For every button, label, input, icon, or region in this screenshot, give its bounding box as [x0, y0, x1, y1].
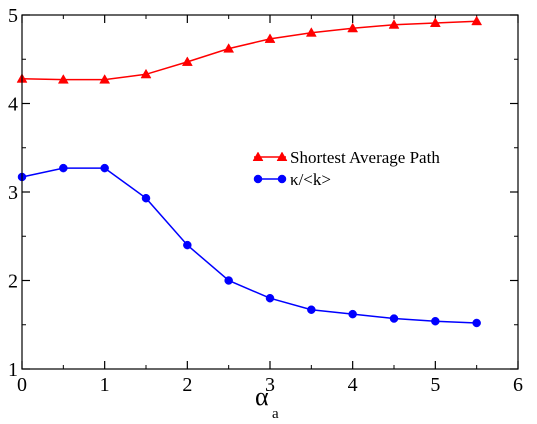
data-point [348, 309, 357, 319]
data-point [181, 56, 193, 66]
x-tick-label: 0 [17, 374, 27, 396]
plot-frame [21, 14, 519, 370]
x-tick-label: 1 [100, 374, 110, 396]
x-tick-label: 3 [265, 374, 275, 396]
data-point [59, 163, 68, 173]
legend-marker [253, 174, 263, 184]
y-tick-label: 4 [8, 94, 18, 116]
data-point [183, 240, 192, 250]
data-point [431, 316, 440, 326]
x-axis-label: α a [255, 382, 279, 422]
y-tick-label: 1 [8, 359, 18, 381]
legend-label: κ/<k> [290, 170, 331, 189]
y-tick-label: 2 [8, 271, 18, 293]
series-1 [16, 15, 483, 84]
data-point [471, 15, 483, 26]
legend: Shortest Average Path κ/<k> [252, 148, 440, 189]
legend-marker [277, 174, 287, 184]
data-point [141, 193, 151, 203]
series-line [21, 167, 477, 324]
x-tick-label: 5 [430, 374, 440, 396]
series-2 [17, 163, 481, 328]
data-point [472, 318, 481, 328]
legend-label: Shortest Average Path [290, 148, 440, 167]
data-point [429, 17, 441, 27]
x-tick-label: 4 [348, 374, 358, 396]
data-point [388, 19, 400, 29]
x-tick-label: 6 [513, 374, 523, 396]
x-axis-label-symbol: α [255, 382, 269, 411]
data-point [224, 276, 233, 285]
data-point [264, 33, 276, 43]
data-point [100, 163, 109, 173]
legend-marker [252, 151, 264, 161]
data-point [99, 74, 111, 84]
y-tick-label: 5 [8, 5, 18, 27]
data-point [307, 305, 316, 314]
x-tick-label: 2 [182, 374, 192, 396]
y-tick-label: 3 [8, 182, 18, 204]
legend-entry: Shortest Average Path [252, 148, 440, 167]
data-point [265, 293, 275, 303]
data-point [140, 68, 152, 79]
legend-entry: κ/<k> [253, 170, 331, 189]
data-point [389, 314, 399, 323]
data-point [347, 22, 359, 33]
legend-marker [276, 151, 288, 161]
data-point [223, 43, 235, 53]
series-layer [16, 15, 483, 328]
data-point [305, 27, 317, 37]
data-point [57, 74, 69, 84]
series-line [21, 20, 477, 81]
x-axis-label-subscript: a [272, 406, 279, 422]
